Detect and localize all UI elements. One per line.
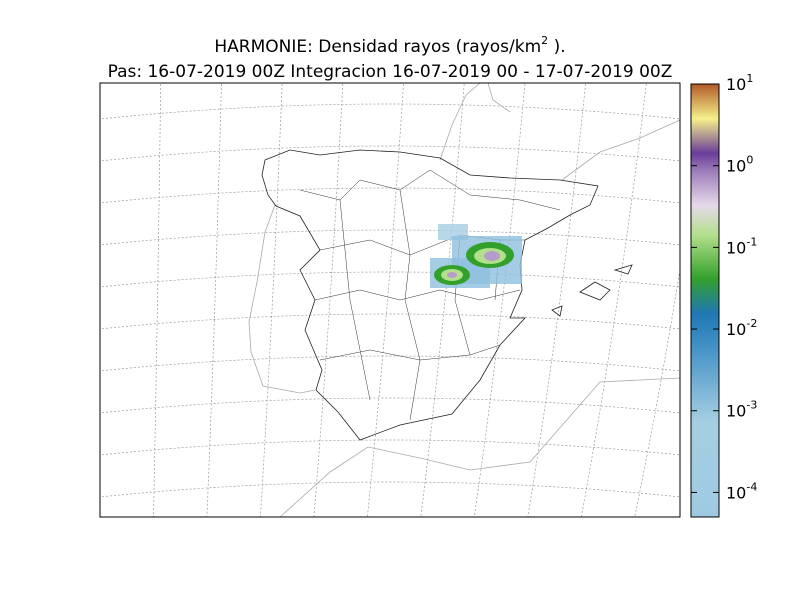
parallel <box>100 439 680 456</box>
tick-base: 10 <box>726 75 746 94</box>
tick-base: 10 <box>726 483 746 502</box>
lightning-density <box>430 224 522 288</box>
map-frame <box>99 82 681 518</box>
meridian <box>580 83 647 517</box>
colorbar <box>690 83 720 518</box>
parallel <box>100 229 680 246</box>
parallel <box>100 103 680 120</box>
tick-base: 10 <box>726 157 746 176</box>
tick-exponent: 0 <box>746 154 753 167</box>
tick-exponent: 1 <box>746 72 753 85</box>
meridian <box>206 83 222 517</box>
subtitle: Pas: 16-07-2019 00Z Integracion 16-07-20… <box>108 62 673 82</box>
tick-base: 10 <box>726 402 746 421</box>
tick-exponent: -4 <box>746 480 757 493</box>
map <box>39 60 690 540</box>
parallel <box>100 481 680 498</box>
tick-exponent: -1 <box>746 235 757 248</box>
parallel <box>100 187 680 204</box>
colorbar-tick-label: 10-4 <box>726 480 757 502</box>
meridian <box>367 83 404 517</box>
tick-exponent: -2 <box>746 317 757 330</box>
spain-outline <box>261 149 633 441</box>
meridian <box>260 83 283 517</box>
meridian <box>153 83 162 517</box>
meridian <box>473 83 526 517</box>
parallel <box>100 355 680 372</box>
parallel <box>100 271 680 288</box>
title-part: HARMONIE: Densidad rayos (rayos/km <box>214 37 541 57</box>
tick-base: 10 <box>726 238 746 257</box>
meridian <box>313 83 344 517</box>
parallel <box>100 145 680 162</box>
title: HARMONIE: Densidad rayos (rayos/km2 ). <box>214 34 565 57</box>
colorbar-tick-label: 10-1 <box>726 235 757 257</box>
tick-base: 10 <box>726 320 746 339</box>
tick-exponent: -3 <box>746 399 757 412</box>
parallel <box>90 524 690 540</box>
colorbar-tick-label: 10-2 <box>726 317 757 339</box>
meridian <box>39 60 47 540</box>
province-borders <box>299 169 561 421</box>
title-superscript: 2 <box>541 34 548 47</box>
colorbar-tick-label: 10-3 <box>726 399 757 421</box>
parallel <box>100 397 680 414</box>
colorbar-tick-label: 100 <box>726 154 753 176</box>
colorbar-tick-label: 101 <box>726 72 753 94</box>
meridian <box>420 83 465 517</box>
graticule <box>39 60 690 540</box>
title-part: ). <box>548 37 565 57</box>
coastlines-other <box>248 83 680 517</box>
meridian <box>527 83 587 517</box>
parallel <box>100 313 680 330</box>
